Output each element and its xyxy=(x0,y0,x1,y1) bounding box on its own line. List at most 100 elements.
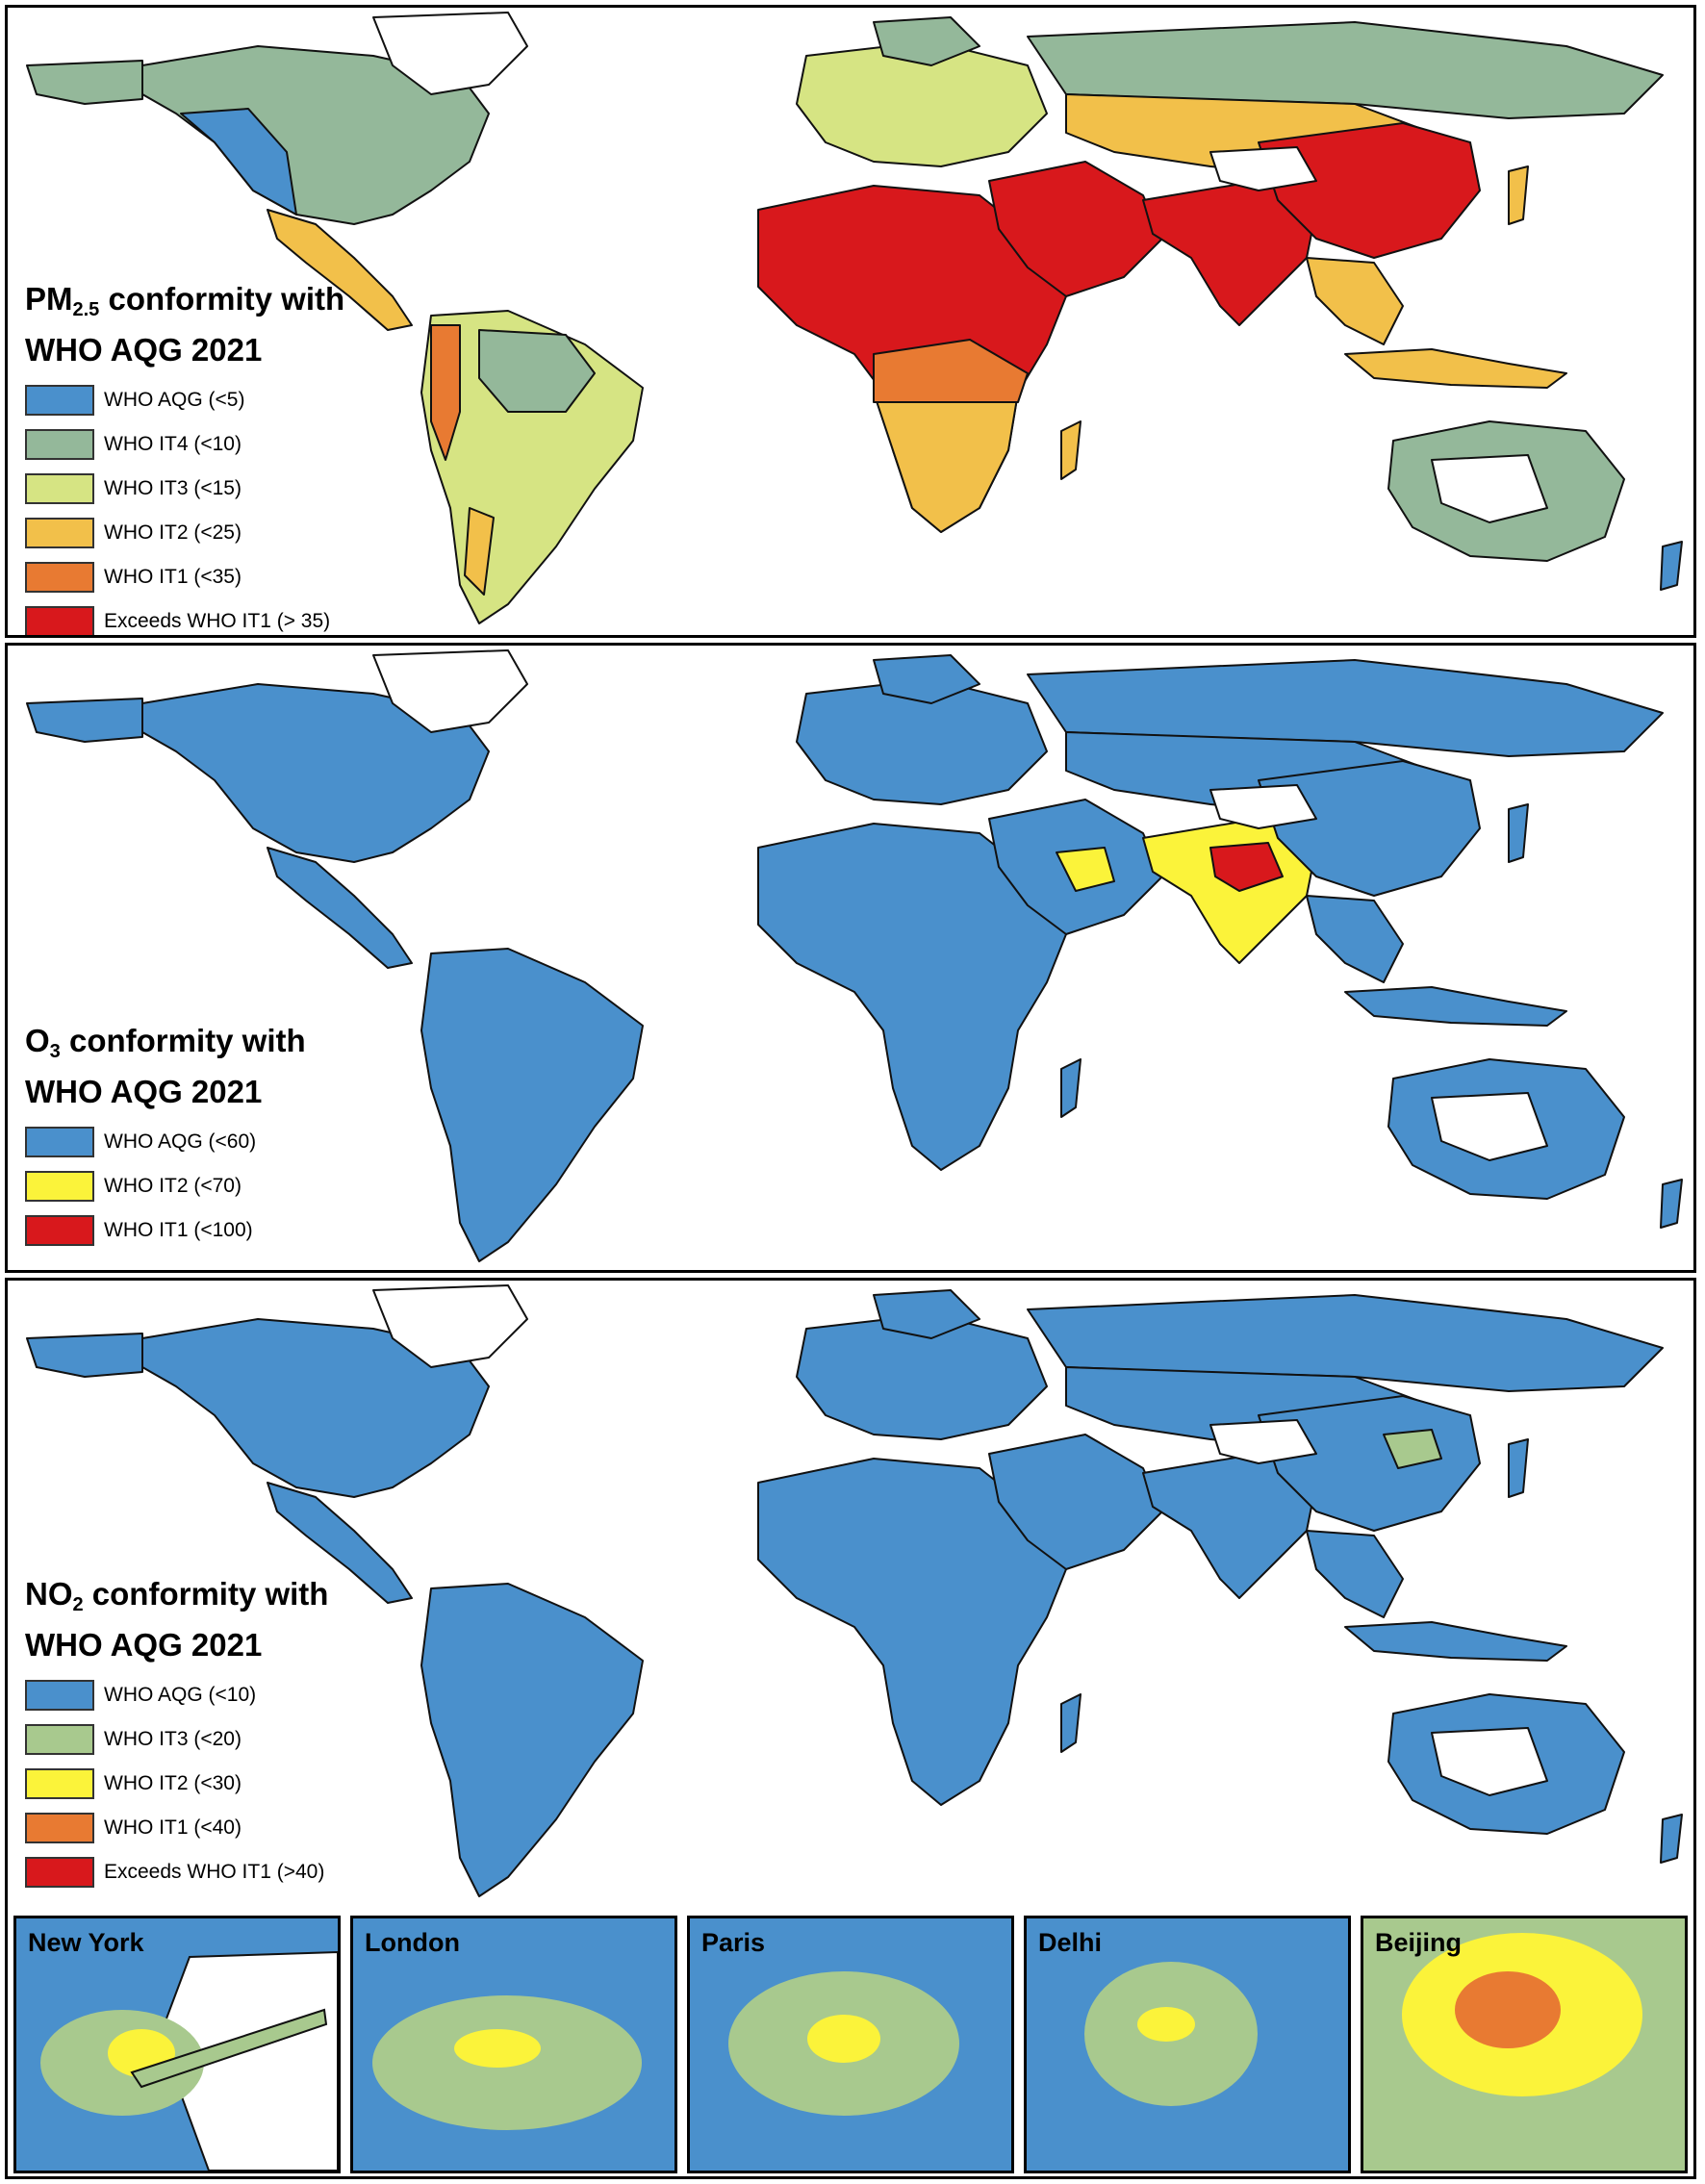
inset-city-label: Paris xyxy=(701,1928,766,1957)
pm25-scandinavia xyxy=(873,16,980,66)
pm25-legend-item: Exceeds WHO IT1 (> 35) xyxy=(25,599,344,635)
pm25-legend-title: PM2.5 conformity with WHO AQG 2021 xyxy=(25,281,345,368)
inset-delhi: Delhi xyxy=(1024,1916,1351,2173)
pm25-central-america xyxy=(267,209,413,331)
pm25-north-america-west xyxy=(180,108,297,216)
pm25-southeast-asia xyxy=(1306,257,1404,345)
no2-south-america xyxy=(420,1583,644,1897)
pm25-greenland xyxy=(372,12,528,95)
pm25-china xyxy=(1258,122,1481,259)
legend-swatch xyxy=(25,1171,94,1202)
o3-alaska xyxy=(26,698,143,743)
no2-china-hotspot xyxy=(1383,1429,1442,1469)
o3-south-america xyxy=(420,948,644,1262)
o3-japan xyxy=(1508,803,1529,863)
pm25-legend-item: WHO IT3 (<15) xyxy=(25,467,344,511)
pm25-madagascar xyxy=(1060,420,1082,480)
pm25-central-africa xyxy=(873,339,1029,403)
pm25-legend-item: WHO IT4 (<10) xyxy=(25,422,344,467)
inset-beijing: Beijing xyxy=(1361,1916,1688,2173)
o3-legend-title: O3 conformity with WHO AQG 2021 xyxy=(25,1023,306,1109)
pm25-legend-item: WHO AQG (<5) xyxy=(25,378,344,422)
no2-australia-interior xyxy=(1431,1727,1548,1796)
legend-swatch xyxy=(25,385,94,416)
no2-map-panel: NO2 conformity with WHO AQG 2021 WHO AQG… xyxy=(5,1278,1696,2179)
legend-swatch xyxy=(25,1768,94,1799)
inset-london: London xyxy=(350,1916,677,2173)
legend-swatch xyxy=(25,1215,94,1246)
legend-swatch xyxy=(25,473,94,504)
o3-legend-item: WHO AQG (<60) xyxy=(25,1120,306,1164)
no2-indonesia xyxy=(1344,1621,1567,1662)
no2-world-map xyxy=(26,1284,1683,1897)
inset-city-label: London xyxy=(365,1928,460,1957)
o3-legend: O3 conformity with WHO AQG 2021 WHO AQG … xyxy=(25,1021,306,1253)
legend-swatch xyxy=(25,1680,94,1711)
o3-new-zealand xyxy=(1660,1179,1683,1229)
delhi-map xyxy=(1084,1962,1258,2106)
no2-legend-item: WHO IT2 (<30) xyxy=(25,1762,328,1806)
o3-tibet xyxy=(1209,784,1317,829)
inset-city-label: New York xyxy=(28,1928,144,1957)
no2-legend-item: WHO IT1 (<40) xyxy=(25,1806,328,1850)
no2-japan xyxy=(1508,1438,1529,1498)
legend-swatch xyxy=(25,1724,94,1755)
o3-madagascar xyxy=(1060,1058,1082,1118)
o3-china xyxy=(1258,760,1481,897)
inset-city-label: Beijing xyxy=(1375,1928,1463,1957)
inset-new-york: New York xyxy=(13,1916,341,2173)
o3-arabia-hotspot xyxy=(1056,847,1115,892)
no2-new-zealand xyxy=(1660,1814,1683,1864)
inset-paris: Paris xyxy=(687,1916,1014,2173)
london-map xyxy=(372,1995,642,2130)
no2-europe xyxy=(796,1313,1048,1440)
pm25-andes xyxy=(430,324,461,461)
o3-central-america xyxy=(267,847,413,969)
o3-legend-item: WHO IT2 (<70) xyxy=(25,1164,306,1208)
o3-south-asia-hotspot xyxy=(1209,842,1284,892)
o3-legend-item: WHO IT1 (<100) xyxy=(25,1208,306,1253)
pm25-amazon xyxy=(478,329,596,413)
no2-alaska xyxy=(26,1333,143,1378)
no2-central-america xyxy=(267,1482,413,1604)
pm25-tibet xyxy=(1209,146,1317,191)
legend-swatch xyxy=(25,562,94,593)
no2-legend-item: WHO AQG (<10) xyxy=(25,1673,328,1717)
legend-swatch xyxy=(25,1127,94,1157)
no2-legend-item: Exceeds WHO IT1 (>40) xyxy=(25,1850,328,1894)
o3-map-panel: O3 conformity with WHO AQG 2021 WHO AQG … xyxy=(5,643,1696,1273)
legend-swatch xyxy=(25,1813,94,1843)
o3-australia-interior xyxy=(1431,1092,1548,1161)
pm25-legend-item: WHO IT1 (<35) xyxy=(25,555,344,599)
o3-scandinavia xyxy=(873,654,980,704)
pm25-new-zealand xyxy=(1660,541,1683,591)
legend-swatch xyxy=(25,429,94,460)
pm25-legend-item: WHO IT2 (<25) xyxy=(25,511,344,555)
o3-europe xyxy=(796,678,1048,805)
legend-swatch xyxy=(25,606,94,635)
o3-southeast-asia xyxy=(1306,895,1404,983)
city-insets: New York London Paris Delhi xyxy=(13,1916,1688,2175)
pm25-southern-africa xyxy=(873,392,1019,533)
pm25-indonesia xyxy=(1344,348,1567,389)
o3-indonesia xyxy=(1344,986,1567,1027)
no2-tibet xyxy=(1209,1419,1317,1464)
no2-legend: NO2 conformity with WHO AQG 2021 WHO AQG… xyxy=(25,1574,328,1894)
o3-world-map xyxy=(26,649,1683,1262)
beijing-map xyxy=(1402,1933,1642,2096)
no2-legend-title: NO2 conformity with WHO AQG 2021 xyxy=(25,1576,329,1663)
pm25-europe xyxy=(796,40,1048,167)
no2-southeast-asia xyxy=(1306,1530,1404,1618)
no2-greenland xyxy=(372,1284,528,1368)
pm25-middle-east xyxy=(988,161,1163,297)
legend-swatch xyxy=(25,518,94,548)
pm25-south-america-south xyxy=(464,507,495,596)
paris-map xyxy=(728,1971,959,2116)
inset-city-label: Delhi xyxy=(1038,1928,1103,1957)
new-york-map xyxy=(40,1950,338,2171)
pm25-australia-interior xyxy=(1431,454,1548,523)
pm25-legend: PM2.5 conformity with WHO AQG 2021 WHO A… xyxy=(25,279,345,635)
no2-madagascar xyxy=(1060,1693,1082,1753)
o3-greenland xyxy=(372,649,528,733)
pm25-japan xyxy=(1508,165,1529,225)
